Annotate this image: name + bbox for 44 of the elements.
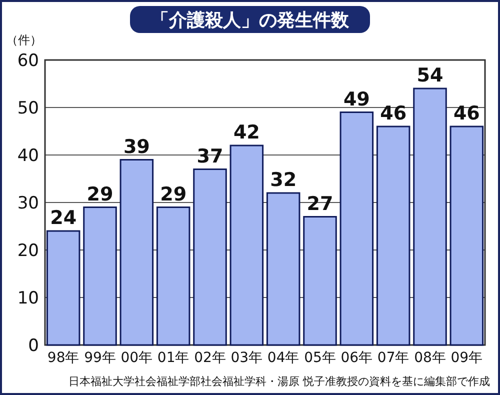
y-tick-label: 20 (17, 240, 39, 261)
x-tick-label: 07年 (377, 350, 410, 366)
chart-title: 「介護殺人」の発生件数 (151, 10, 350, 31)
data-label: 46 (453, 102, 480, 124)
data-label: 29 (160, 183, 187, 206)
y-tick-label: 40 (17, 146, 39, 166)
bar (413, 88, 447, 346)
y-tick-label: 0 (28, 336, 39, 356)
data-label: 49 (343, 88, 370, 110)
bar (376, 126, 410, 346)
bar (450, 126, 484, 346)
bar (303, 216, 337, 346)
data-label: 54 (416, 64, 444, 86)
y-tick-label: 30 (17, 193, 39, 214)
bar (46, 230, 80, 346)
x-tick-label: 02年 (194, 350, 226, 366)
y-tick-label: 50 (17, 98, 39, 118)
bar (266, 192, 300, 346)
x-tick-label: 04年 (267, 350, 300, 366)
text: 日本福祉大学社会福祉学部社会福祉学科・湯原 悦子准教授の資料を基に編集部で作成 (68, 375, 490, 388)
data-label: 42 (233, 122, 260, 144)
x-tick-label: 09年 (450, 350, 483, 366)
x-tick-label: 99年 (84, 350, 116, 366)
x-tick-label: 01年 (157, 350, 190, 366)
data-label: 46 (380, 102, 407, 124)
x-tick-label: 00年 (120, 350, 153, 366)
data-label: 24 (50, 207, 77, 229)
x-tick-label: 06年 (340, 350, 373, 366)
bar (120, 159, 154, 346)
bar (193, 168, 227, 346)
y-tick-label: 60 (17, 50, 39, 71)
data-label: 39 (123, 136, 150, 158)
x-tick-label: 98年 (47, 350, 80, 366)
x-tick-label: 05年 (304, 350, 336, 366)
data-label: 29 (86, 183, 114, 206)
x-tick-label: 03年 (230, 350, 263, 366)
y-tick-label: 10 (17, 288, 39, 308)
bar (230, 144, 264, 346)
data-label: 32 (270, 169, 297, 191)
bar (83, 206, 117, 346)
bar (340, 112, 374, 346)
y-axis-title: （件） (6, 33, 42, 47)
bar (156, 206, 190, 346)
x-tick-label: 08年 (414, 350, 446, 366)
